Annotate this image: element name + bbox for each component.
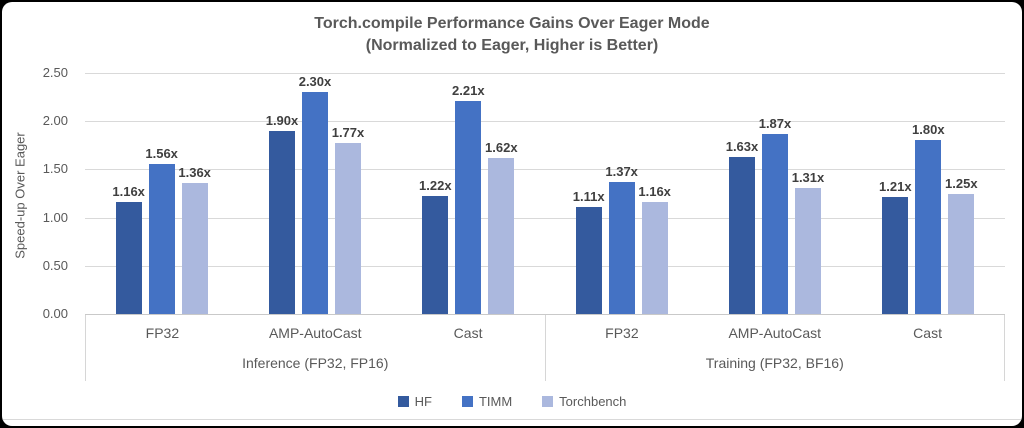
bar-hf: 1.21x: [879, 179, 912, 314]
chart-title-block: Torch.compile Performance Gains Over Eag…: [2, 13, 1022, 56]
bar-value-label: 1.11x: [572, 189, 605, 204]
category-cell: 1.22x 2.21x 1.62x: [392, 73, 545, 314]
bar-timm: 1.80x: [912, 122, 945, 314]
bar-value-label: 1.77x: [331, 125, 365, 141]
bar-torchbench: 1.62x: [485, 140, 518, 314]
legend-item-timm: TIMM: [461, 394, 513, 409]
bar-value-label: 1.62x: [485, 139, 518, 155]
bar-value-label: 1.37x: [605, 163, 638, 179]
category-cell: 1.90x 2.30x 1.77x: [238, 73, 391, 314]
bar-value-label: 1.63x: [725, 138, 759, 154]
bottom-divider: [2, 419, 1022, 420]
bar-value-label: 1.80x: [912, 122, 945, 138]
bar-timm: 1.37x: [605, 164, 638, 314]
bar-timm: 1.56x: [145, 146, 178, 314]
category-label: AMP-AutoCast: [728, 325, 822, 341]
bar-hf: 1.90x: [266, 113, 298, 314]
y-tick-label: 0.00: [42, 306, 68, 321]
bar-torchbench: 1.16x: [638, 184, 671, 314]
bar-group: 1.16x 1.56x 1.36x 1.90x 2.30x 1.77x 1.22x 2.21x…: [85, 73, 545, 314]
gridline: [85, 73, 1005, 74]
bar-torchbench: 1.25x: [945, 176, 978, 314]
bar-timm: 1.87x: [759, 116, 791, 314]
legend-swatch-icon: [397, 396, 409, 407]
bar-hf: 1.11x: [573, 189, 605, 314]
bar-value-label: 1.87x: [758, 115, 792, 131]
category-label: AMP-AutoCast: [268, 325, 362, 341]
legend-swatch-icon: [542, 396, 554, 407]
bar-torchbench: 1.36x: [178, 165, 211, 314]
legend-label: HF: [414, 394, 432, 409]
bar-value-label: 1.31x: [791, 169, 825, 185]
legend-swatch-icon: [461, 396, 473, 407]
group-label: Training (FP32, BF16): [705, 355, 844, 371]
bar-value-label: 1.25x: [945, 175, 978, 191]
category-label: Cast: [453, 325, 483, 341]
category-label: FP32: [605, 325, 639, 341]
category-cell: 1.16x 1.56x 1.36x: [85, 73, 238, 314]
bar-value-label: 2.30x: [298, 74, 332, 90]
bar-value-label: 1.56x: [145, 145, 178, 161]
legend-item-hf: HF: [397, 394, 432, 409]
category-label-row: FP32 AMP-AutoCast Cast: [86, 315, 545, 348]
legend-label: TIMM: [478, 394, 513, 409]
category-cell: 1.21x 1.80x 1.25x: [852, 73, 1005, 314]
bar-hf: 1.22x: [419, 178, 452, 314]
plot-area: 1.16x 1.56x 1.36x 1.90x 2.30x 1.77x 1.22x 2.21x…: [85, 73, 1005, 314]
category-axis-area: FP32 AMP-AutoCast Cast Inference (FP32, FP1…: [85, 314, 1005, 381]
y-tick-label: 2.50: [42, 65, 68, 80]
y-tick-label: 1.50: [42, 161, 68, 177]
y-tick-label: 0.50: [42, 257, 68, 273]
category-label: Cast: [913, 325, 942, 341]
bar-hf: 1.63x: [726, 139, 758, 314]
axis-group-box: FP32 AMP-AutoCast Cast Inference (FP32, FP1…: [85, 315, 545, 381]
chart-title: Torch.compile Performance Gains Over Eag…: [314, 15, 710, 32]
category-label: FP32: [145, 325, 180, 341]
y-tick-label: 2.00: [42, 113, 68, 129]
gridline: [85, 169, 1005, 171]
bar-timm: 2.21x: [452, 83, 485, 314]
bar-timm: 2.30x: [299, 74, 331, 314]
gridline: [85, 217, 1005, 219]
legend: HF TIMM Torchbench: [2, 394, 1022, 409]
bar-hf: 1.16x: [112, 184, 145, 314]
y-tick-label: 1.00: [42, 209, 68, 225]
bar-torchbench: 1.31x: [792, 170, 824, 314]
bar-value-label: 2.21x: [452, 82, 485, 98]
gridline: [85, 265, 1005, 267]
bar-value-label: 1.90x: [265, 112, 299, 128]
bar-value-label: 1.36x: [178, 164, 211, 180]
bar-value-label: 1.22x: [419, 178, 452, 194]
bar-torchbench: 1.77x: [332, 125, 364, 314]
bar-value-label: 1.16x: [112, 184, 145, 200]
bar-group: 1.11x 1.37x 1.16x 1.63x 1.87x 1.31x 1.21x 1.80x…: [545, 73, 1005, 314]
bar-value-label: 1.21x: [879, 179, 912, 195]
axis-group-box: FP32 AMP-AutoCast Cast Training (FP32, BF16…: [544, 315, 1005, 381]
gridline: [85, 121, 1005, 123]
category-cell: 1.63x 1.87x 1.31x: [698, 73, 851, 314]
bars-layer: 1.16x 1.56x 1.36x 1.90x 2.30x 1.77x 1.22x 2.21x…: [85, 73, 1005, 314]
category-label-row: FP32 AMP-AutoCast Cast: [546, 315, 1005, 348]
legend-item-torchbench: Torchbench: [542, 394, 626, 409]
chart-subtitle: (Normalized to Eager, Higher is Better): [365, 36, 659, 54]
category-cell: 1.11x 1.37x 1.16x: [545, 73, 698, 314]
group-label: Inference (FP32, FP16): [242, 355, 389, 371]
legend-label: Torchbench: [559, 394, 627, 409]
bar-value-label: 1.16x: [638, 184, 671, 200]
